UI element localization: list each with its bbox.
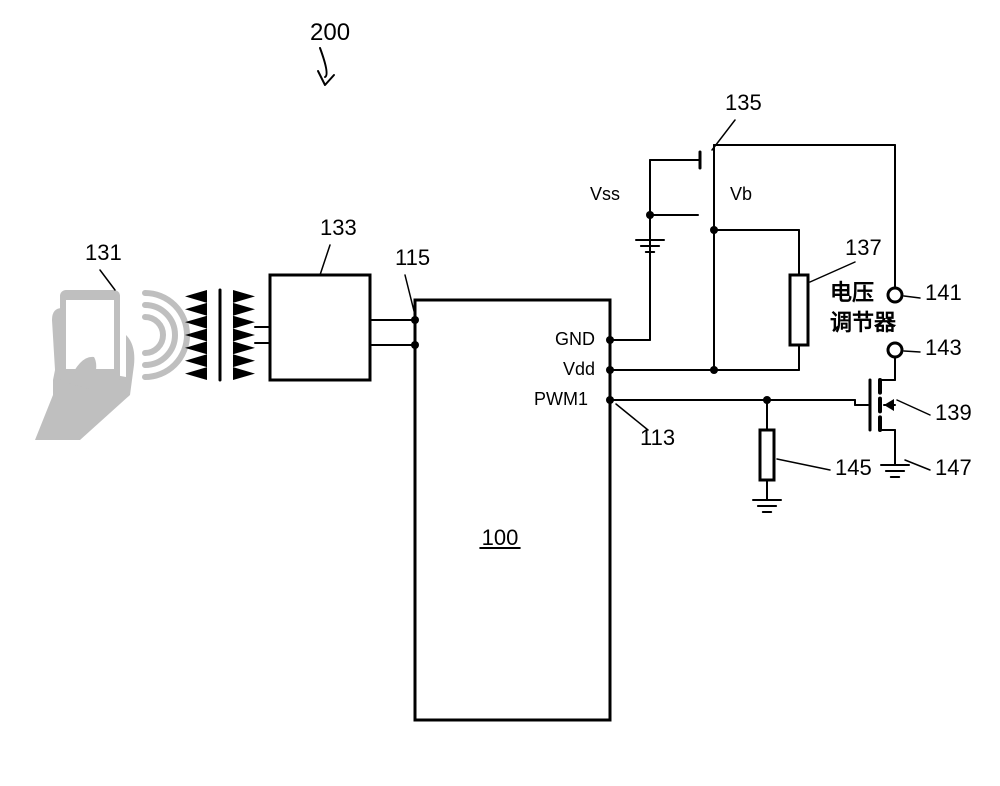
label-voltage-cn2: 调节器 xyxy=(830,310,897,335)
leader-l145 xyxy=(777,459,830,470)
label-vb: Vb xyxy=(730,184,752,204)
block-133 xyxy=(270,275,370,380)
circuit-diagram: 200 131 133 115 135 137 141 143 139 147 145 113 100 V… xyxy=(0,0,1000,786)
label-voltage-cn1: 电压 xyxy=(830,280,874,305)
label-l100: 100 xyxy=(482,525,519,550)
leader-l139 xyxy=(897,400,930,415)
label-vdd: Vdd xyxy=(563,359,595,379)
leader-l115 xyxy=(405,275,415,315)
label-200: 200 xyxy=(310,19,350,46)
terminal-143 xyxy=(888,343,902,357)
leader-l141 xyxy=(904,296,920,298)
leader-l143 xyxy=(904,351,920,352)
label-l113: 113 xyxy=(640,425,675,450)
voltage-regulator xyxy=(790,275,808,345)
resistor-145 xyxy=(760,430,774,480)
label-l139: 139 xyxy=(935,400,972,425)
label-l133: 133 xyxy=(320,215,357,240)
label-l131: 131 xyxy=(85,240,122,265)
label-l145: 145 xyxy=(835,455,872,480)
terminal-141 xyxy=(888,288,902,302)
label-l135: 135 xyxy=(725,90,762,115)
label-l141: 141 xyxy=(925,280,962,305)
leader-l131 xyxy=(100,270,115,290)
label-l137: 137 xyxy=(845,235,882,260)
label-l115: 115 xyxy=(395,245,430,270)
label-pwm1: PWM1 xyxy=(534,389,588,409)
leader-l133 xyxy=(320,245,330,275)
label-l143: 143 xyxy=(925,335,962,360)
leader-l137 xyxy=(810,262,855,282)
label-gnd: GND xyxy=(555,329,595,349)
label-vss: Vss xyxy=(590,184,620,204)
wifi-arc xyxy=(145,317,163,353)
label-l147: 147 xyxy=(935,455,972,480)
